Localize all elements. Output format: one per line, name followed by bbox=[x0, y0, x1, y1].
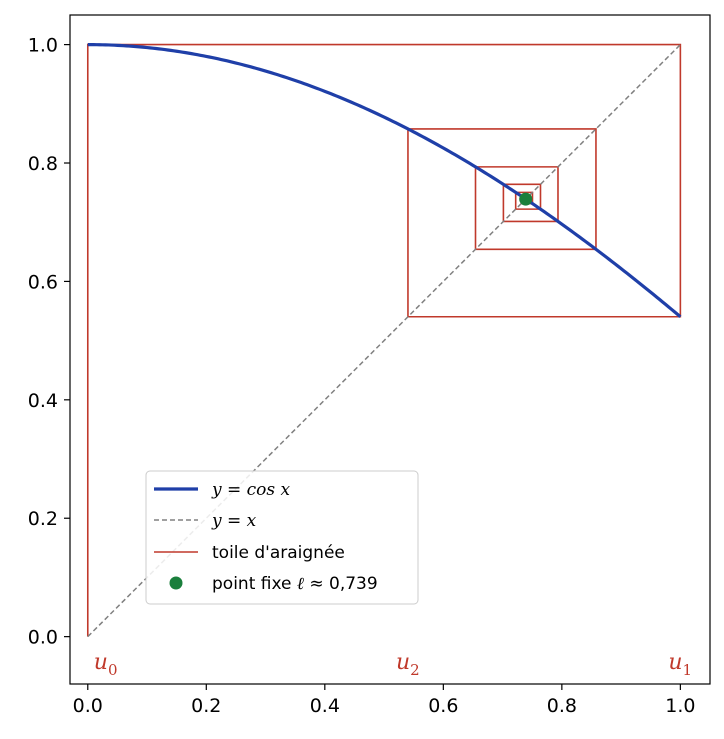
y-tick-label: 0.6 bbox=[28, 271, 58, 293]
y-tick-label: 1.0 bbox=[28, 35, 58, 57]
x-tick-label: 0.4 bbox=[310, 695, 340, 717]
legend-label: y = x bbox=[211, 511, 257, 531]
u-annotation: u2 bbox=[396, 650, 420, 679]
y-tick-label: 0.4 bbox=[28, 390, 58, 412]
x-tick-label: 0.6 bbox=[428, 695, 458, 717]
u-annotation: u0 bbox=[94, 650, 118, 679]
x-tick-label: 0.0 bbox=[73, 695, 103, 717]
fixed-point-marker bbox=[519, 192, 533, 206]
x-axis: 0.0 0.2 0.4 0.6 0.8 1.0 bbox=[73, 684, 695, 717]
x-tick-label: 1.0 bbox=[665, 695, 695, 717]
cos-curve-series bbox=[87, 43, 682, 318]
legend-label: y = cos x bbox=[211, 480, 291, 500]
y-tick-label: 0.2 bbox=[28, 508, 58, 530]
x-tick-label: 0.8 bbox=[547, 695, 577, 717]
legend-box bbox=[145, 470, 419, 605]
y-tick-label: 0.0 bbox=[28, 627, 58, 649]
axes-frame bbox=[69, 14, 711, 685]
legend-marker bbox=[169, 576, 183, 590]
x-tick-label: 0.2 bbox=[191, 695, 221, 717]
y-tick-label: 0.8 bbox=[28, 153, 58, 175]
legend-label: point fixe ℓ ≈ 0,739 bbox=[212, 574, 378, 594]
legend-label: toile d'araignée bbox=[212, 543, 345, 563]
u-annotation: u1 bbox=[668, 650, 692, 679]
legend: y = cos x y = x toile d'araignée point fixe… bbox=[145, 470, 419, 605]
u-annotations: u0 u2 u1 bbox=[94, 650, 692, 679]
y-axis: 0.0 0.2 0.4 0.6 0.8 1.0 bbox=[28, 35, 70, 649]
